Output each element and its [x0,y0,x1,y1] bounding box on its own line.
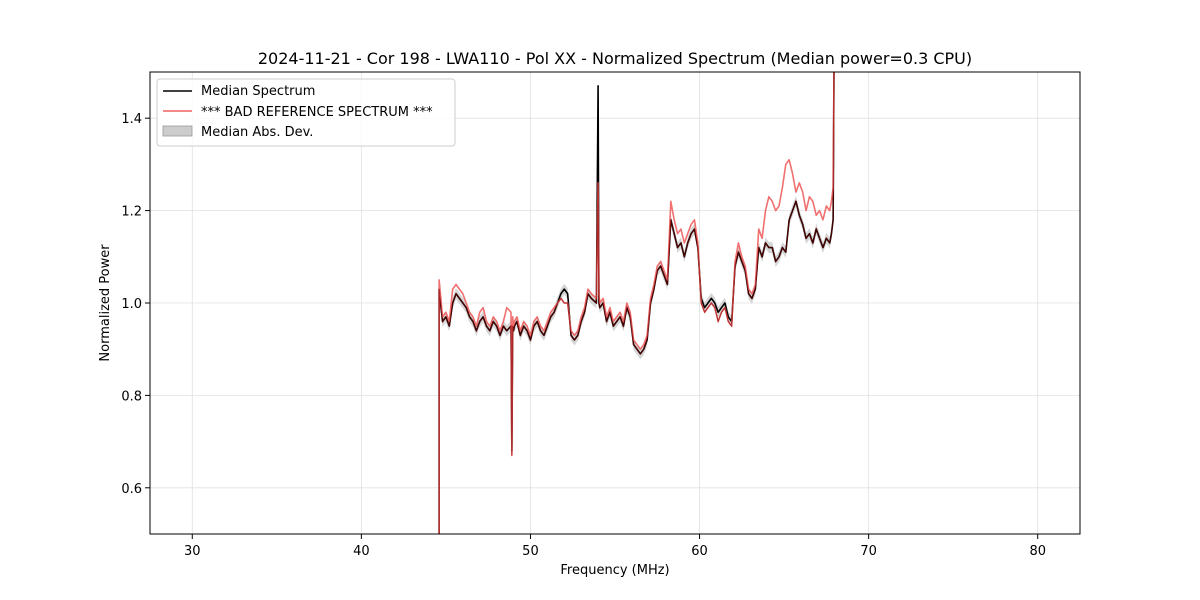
y-tick-label: 1.2 [121,205,142,220]
x-tick-label: 70 [860,544,877,559]
y-axis-label: Normalized Power [98,244,113,362]
x-tick-label: 80 [1029,544,1046,559]
bad-reference-spectrum-line [438,72,835,534]
y-tick-label: 1.4 [121,112,142,127]
legend-box [156,78,456,147]
y-tick-label: 0.8 [121,389,142,404]
y-tick-label: 0.6 [121,482,142,497]
plot-data [438,72,835,534]
legend-mad-patch [162,125,193,137]
grid [150,72,1080,534]
axes: 30 40 50 60 70 80 0.6 0.8 1.0 1.2 1.4 [121,112,1046,559]
chart-title: 2024-11-21 - Cor 198 - LWA110 - Pol XX -… [258,49,972,68]
x-axis-label: Frequency (MHz) [560,563,669,578]
x-tick-label: 50 [522,544,539,559]
legend: Median Spectrum *** BAD REFERENCE SPECTR… [156,78,456,147]
y-tick-label: 1.0 [121,297,142,312]
legend-mad-label: Median Abs. Dev. [201,125,313,140]
x-tick-label: 40 [353,544,370,559]
legend-bad-reference-label: *** BAD REFERENCE SPECTRUM *** [201,105,433,120]
legend-median-label: Median Spectrum [201,84,315,99]
x-tick-label: 30 [184,544,201,559]
overlap-spectrum-line [438,72,835,534]
x-tick-label: 60 [691,544,708,559]
